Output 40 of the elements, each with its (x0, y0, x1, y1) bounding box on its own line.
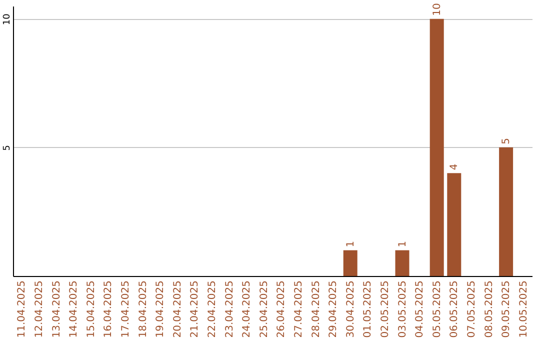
data-label: 10 (432, 3, 443, 16)
x-tick-label: 28.04.2025 (310, 280, 322, 338)
x-tick-label: 22.04.2025 (206, 280, 218, 338)
x-tick-label: 19.04.2025 (155, 280, 166, 338)
data-label: 4 (449, 164, 460, 170)
x-tick-label: 08.05.2025 (484, 280, 495, 338)
x-tick-label: 26.04.2025 (276, 280, 288, 338)
x-tick-label: 01.05.2025 (362, 280, 374, 338)
bar (430, 18, 444, 276)
x-tick-label: 16.04.2025 (103, 280, 114, 338)
x-tick-label: 09.05.2025 (501, 280, 512, 338)
x-tick-label: 17.04.2025 (120, 280, 132, 338)
x-tick-label: 25.04.2025 (258, 280, 270, 338)
x-tick-label: 18.04.2025 (138, 280, 149, 338)
data-label: 1 (397, 240, 408, 248)
x-tick-label: 10.05.2025 (518, 280, 530, 338)
x-tick-label: 29.04.2025 (328, 280, 340, 338)
x-tick-label: 20.04.2025 (172, 280, 184, 338)
x-tick-label: 24.04.2025 (242, 280, 253, 338)
x-tick-label: 12.04.2025 (34, 280, 45, 338)
x-tick-label: 27.04.2025 (293, 280, 304, 338)
x-tick-label: 15.04.2025 (86, 280, 97, 338)
x-tick-label: 06.05.2025 (449, 280, 460, 338)
x-tick-label: 02.05.2025 (380, 280, 391, 338)
bar (447, 173, 462, 276)
data-label: 1 (345, 240, 356, 248)
data-label: 5 (501, 138, 512, 144)
x-tick-label: 13.04.2025 (51, 280, 62, 338)
bar (395, 250, 410, 276)
x-tick-label: 23.04.2025 (224, 280, 236, 338)
x-tick-label: 11.04.2025 (16, 280, 28, 338)
x-tick-label: 14.04.2025 (68, 280, 80, 338)
x-tick-label: 30.04.2025 (345, 280, 356, 338)
bar (499, 147, 514, 276)
x-tick-label: 03.05.2025 (397, 280, 408, 338)
x-tick-label: 21.04.2025 (190, 280, 201, 338)
bar (343, 250, 358, 276)
x-tick-label: 05.05.2025 (432, 280, 443, 338)
x-tick-label: 07.05.2025 (466, 280, 478, 338)
x-tick-label: 04.05.2025 (414, 280, 426, 338)
